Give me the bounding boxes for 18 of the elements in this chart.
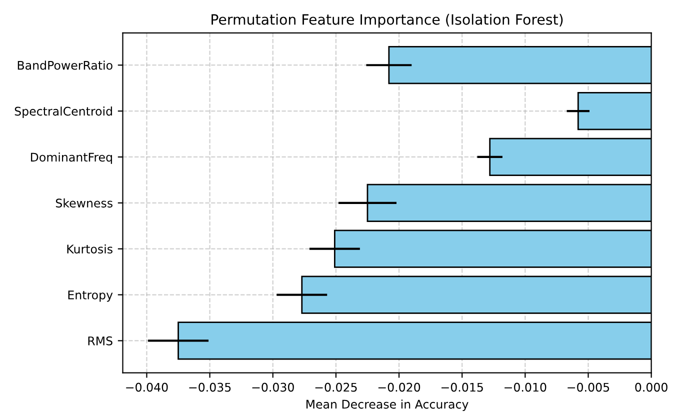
y-tick-label: Skewness [56, 198, 112, 208]
x-tick-label: −0.020 [378, 382, 420, 392]
chart-title: Permutation Feature Importance (Isolation Forest) [212, 14, 563, 28]
x-tick-label: 0.000 [635, 382, 668, 392]
x-axis-title: Mean Decrease in Accuracy [306, 400, 468, 411]
y-tick-label: DominantFreq [30, 152, 112, 164]
y-tick-label: RMS [88, 336, 112, 346]
x-tick-label: −0.035 [189, 382, 231, 392]
x-tick-label: −0.005 [568, 382, 610, 392]
x-tick-label: −0.025 [315, 382, 357, 392]
y-tick-label: BandPowerRatio [18, 60, 112, 70]
x-tick-label: −0.015 [441, 382, 483, 392]
x-tick-label: −0.030 [252, 382, 294, 392]
x-tick-label: −0.040 [126, 382, 168, 392]
y-tick-label: Entropy [68, 290, 113, 302]
y-tick-label: SpectralCentroid [14, 106, 112, 118]
y-tick-label: Kurtosis [67, 244, 112, 254]
x-tick-label: −0.010 [504, 382, 546, 392]
